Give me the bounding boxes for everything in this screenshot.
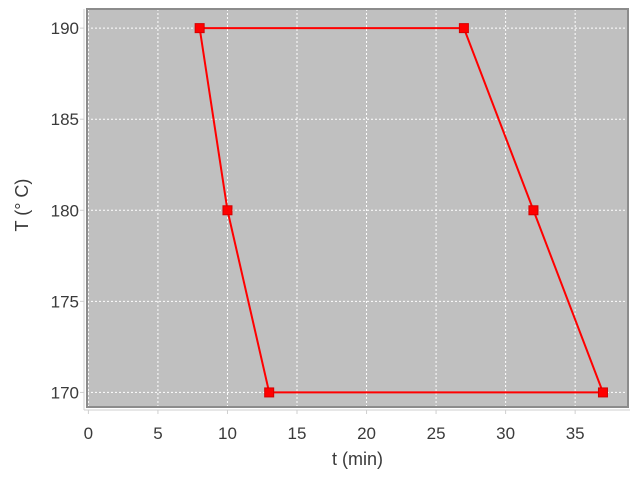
data-point-marker	[194, 23, 205, 34]
data-point-marker	[458, 23, 469, 34]
data-point-marker	[264, 387, 275, 398]
x-tick-label: 10	[218, 424, 237, 443]
data-point-marker	[222, 205, 233, 216]
x-tick-label: 30	[496, 424, 515, 443]
data-point-marker	[528, 205, 539, 216]
y-tick-label: 180	[51, 201, 79, 220]
x-tick-label: 20	[357, 424, 376, 443]
y-tick-label: 190	[51, 19, 79, 38]
x-tick-label: 5	[153, 424, 162, 443]
x-tick-label: 35	[566, 424, 585, 443]
x-tick-label: 25	[427, 424, 446, 443]
plot-background	[87, 9, 628, 407]
y-tick-label: 185	[51, 110, 79, 129]
data-point-marker	[597, 387, 608, 398]
y-axis-label: T (° C)	[12, 178, 32, 232]
y-tick-label: 175	[51, 292, 79, 311]
y-tick-label: 170	[51, 383, 79, 402]
x-tick-label: 15	[288, 424, 307, 443]
x-tick-label: 0	[84, 424, 93, 443]
x-axis-label: t (min)	[332, 449, 383, 469]
plot-border	[86, 8, 629, 408]
